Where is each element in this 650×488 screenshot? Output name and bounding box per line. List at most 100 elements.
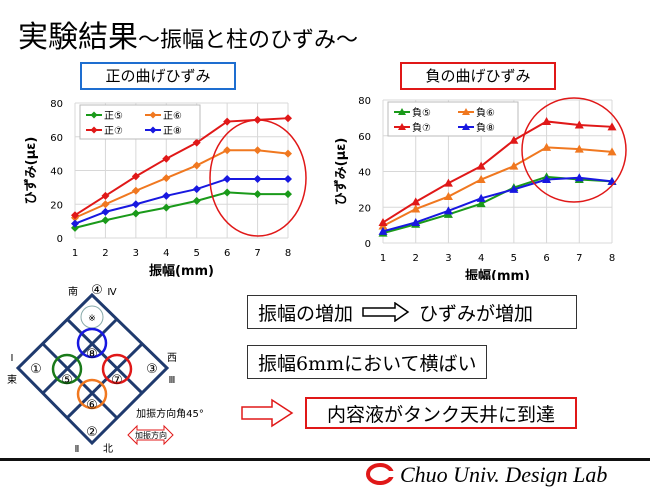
legend-marker	[462, 108, 470, 115]
conclusion-2-text: 振幅6mmにおいて横ばい	[258, 352, 477, 375]
data-point	[223, 117, 232, 126]
data-point	[378, 217, 388, 226]
footer-lab-name: Chuo Univ. Design Lab	[400, 462, 608, 487]
data-point	[509, 184, 519, 193]
data-point	[542, 175, 552, 184]
data-point	[607, 147, 617, 156]
series-line	[382, 146, 613, 227]
x-tick-label: 6	[543, 253, 549, 264]
chuo-logo-icon	[366, 463, 394, 485]
title-sub: ～振幅と柱のひずみ～	[138, 28, 359, 53]
mark-text: ※	[88, 314, 96, 324]
legend-marker	[398, 108, 406, 115]
legend-marker	[90, 111, 98, 119]
y-tick-label: 20	[358, 203, 371, 214]
data-point	[162, 191, 171, 200]
north-label: 北	[103, 443, 113, 455]
negative-strain-chart: 0 20 40 60 80 1 2 3 4 5 6 7 8 振幅(mm) ひずみ(με) 負⑤ 負⑥ 負⑦ 負⑧	[333, 96, 627, 280]
x-tick-label: 2	[102, 248, 108, 259]
legend-label: 正⑧	[163, 126, 182, 137]
negative-strain-label: 負の曲げひずみ	[400, 62, 556, 90]
roman-2: Ⅱ	[75, 444, 80, 455]
legend-label: 負⑤	[412, 107, 431, 119]
conclusion-3: 内容液がタンク天井に到達	[305, 397, 577, 429]
x-tick-label: 3	[133, 248, 139, 259]
x-tick-label: 6	[224, 248, 230, 259]
label-8: ⑧	[86, 347, 98, 362]
legend-marker	[149, 111, 157, 119]
column-7-circle	[101, 353, 133, 385]
conclusion-1-left: 振幅の増加	[258, 302, 354, 325]
data-point	[71, 223, 79, 232]
legend-label: 負⑥	[476, 107, 495, 119]
x-tick-label: 8	[609, 253, 615, 264]
grid-line	[65, 317, 144, 395]
data-point	[131, 172, 140, 181]
y-axis-label: ひずみ(με)	[23, 137, 39, 205]
label-3: ③	[146, 362, 158, 377]
conclusion-2: 振幅6mmにおいて横ばい	[247, 345, 487, 379]
tank-column-diagram: ※ ⑧ ⑤ ⑦ ⑥ ① ③ ② ④ 南 Ⅳ Ⅰ 東 西 Ⅲ Ⅱ 北 加振方向角4…	[7, 283, 204, 455]
y-tick-label: 80	[50, 99, 63, 110]
conclusion-1: 振幅の増加 ひずみが増加	[247, 295, 577, 329]
data-point	[542, 142, 552, 151]
data-point	[192, 196, 201, 205]
legend-label: 正⑦	[104, 126, 123, 137]
data-point	[253, 190, 262, 199]
y-tick-label: 0	[57, 234, 63, 245]
title-main: 実験結果	[18, 20, 138, 55]
x-tick-label: 3	[445, 253, 451, 264]
label-1: ①	[30, 362, 42, 377]
legend-label: 正⑤	[104, 111, 123, 122]
y-tick-label: 60	[358, 132, 371, 143]
series-line	[382, 175, 613, 235]
data-point	[574, 120, 584, 129]
legend-marker	[398, 123, 406, 130]
data-point	[284, 190, 292, 199]
data-point	[223, 174, 232, 183]
roman-1: Ⅰ	[11, 353, 14, 364]
data-point	[284, 114, 292, 123]
data-point	[443, 178, 453, 187]
data-point	[162, 203, 171, 212]
x-tick-label: 8	[285, 248, 291, 259]
positive-strain-chart: 0 20 40 60 80 1 2 3 4 5 6 7 8 振幅(mm) ひずみ(με) 正⑤ 正⑥ 正⑦ 正⑧	[23, 99, 307, 279]
data-point	[476, 199, 486, 208]
x-tick-label: 2	[413, 253, 419, 264]
data-point	[101, 207, 110, 216]
excitation-angle-label: 加振方向角45°	[136, 407, 204, 420]
data-point	[253, 174, 262, 183]
data-point	[162, 154, 171, 163]
data-point	[411, 204, 421, 213]
y-tick-label: 40	[358, 168, 371, 179]
data-point	[443, 206, 453, 215]
data-point	[71, 219, 79, 228]
y-tick-label: 40	[50, 167, 63, 178]
data-point	[131, 200, 140, 209]
legend-marker	[462, 123, 470, 130]
y-tick-label: 60	[50, 133, 63, 144]
tank-outline	[15, 292, 170, 446]
south-label: 南	[68, 285, 78, 298]
excitation-direction-arrow-icon	[127, 424, 174, 446]
x-tick-label: 7	[576, 253, 582, 264]
legend-marker	[90, 126, 98, 134]
highlight-ellipse	[209, 119, 307, 237]
grid-line	[41, 342, 119, 420]
data-point	[476, 161, 486, 170]
data-point	[162, 174, 171, 183]
x-axis-label: 振幅(mm)	[465, 268, 530, 280]
x-tick-label: 5	[194, 248, 200, 259]
label-6: ⑥	[86, 398, 98, 413]
column-5-circle	[51, 353, 83, 385]
data-point	[192, 161, 201, 170]
data-point	[574, 173, 584, 182]
data-point	[411, 197, 421, 206]
column-8-circle	[76, 327, 108, 359]
data-point	[223, 146, 232, 155]
data-point	[101, 216, 110, 225]
series-line	[74, 149, 289, 219]
series-line	[382, 120, 613, 224]
data-point	[509, 161, 519, 170]
